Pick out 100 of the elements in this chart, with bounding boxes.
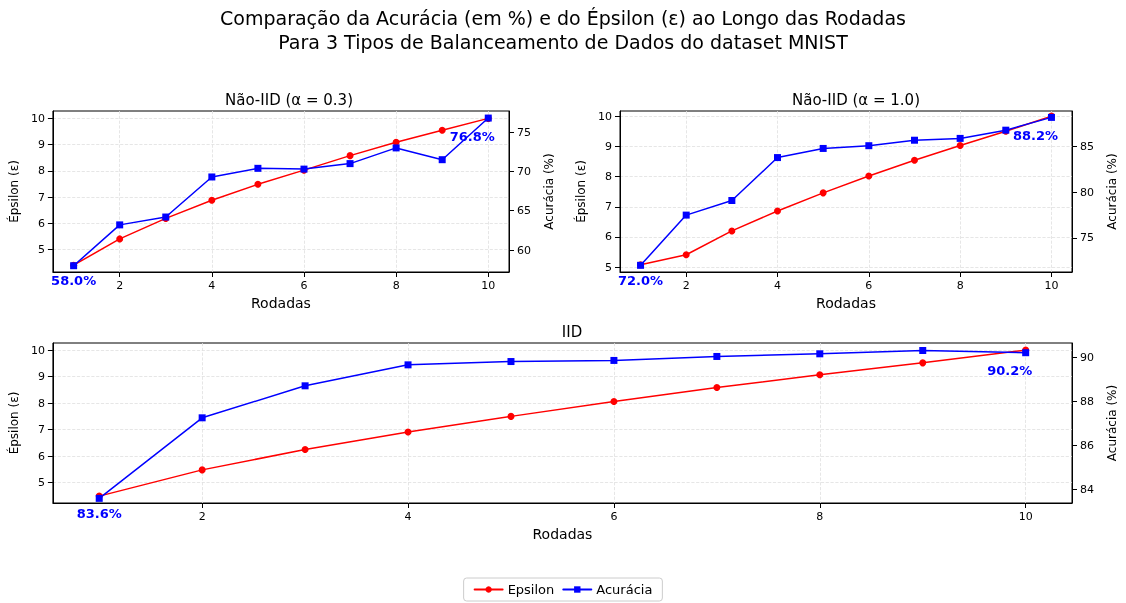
- y-tick-label: 6: [37, 216, 45, 230]
- x-tick-label: 2: [682, 279, 690, 292]
- legend-label: Epsilon: [507, 582, 555, 597]
- x-tick-label: 10: [1018, 510, 1033, 523]
- point: [208, 196, 216, 204]
- point: [774, 207, 782, 215]
- chart-title: Não-IID (α = 1.0): [792, 90, 920, 109]
- point: [438, 126, 446, 134]
- point: [819, 189, 827, 197]
- x-tick-label: 2: [198, 510, 206, 523]
- y-axis-title: Épsilon (ε): [6, 391, 21, 455]
- y2-axis-title: Acurácia (%): [542, 153, 556, 230]
- point: [254, 164, 262, 172]
- point: [816, 371, 824, 379]
- point: [956, 134, 964, 142]
- y-tick-label: 9: [605, 139, 612, 153]
- point: [198, 414, 206, 422]
- y-axis-title: Épsilon (ε): [573, 160, 589, 223]
- point: [116, 221, 124, 229]
- y2-tick-label: 80: [1080, 185, 1094, 199]
- point: [728, 227, 736, 235]
- data-label: 83.6%: [76, 505, 122, 521]
- point: [610, 356, 618, 364]
- y-tick-label: 9: [37, 370, 45, 384]
- point: [507, 412, 515, 420]
- point: [438, 156, 446, 164]
- x-tick-label: 4: [774, 279, 782, 292]
- point: [956, 141, 964, 149]
- y-tick-label: 7: [605, 200, 612, 214]
- data-label: 72.0%: [617, 272, 664, 288]
- point: [116, 235, 124, 243]
- y2-tick-label: 84: [1080, 483, 1094, 497]
- y-tick-label: 5: [37, 243, 45, 257]
- y2-tick-label: 85: [1080, 140, 1094, 154]
- y-tick-label: 10: [30, 343, 45, 357]
- point: [301, 382, 309, 390]
- point: [919, 359, 927, 367]
- y-tick-label: 8: [605, 170, 612, 184]
- y-tick-label: 5: [37, 476, 45, 490]
- point: [507, 358, 515, 366]
- point: [865, 142, 873, 150]
- y2-axis-title: Acurácia (%): [1105, 384, 1119, 462]
- y-tick-label: 7: [37, 190, 45, 204]
- data-label: 90.2%: [987, 363, 1033, 379]
- x-tick-label: 2: [116, 279, 124, 292]
- y-tick-label: 9: [37, 138, 45, 152]
- x-tick-label: 4: [208, 279, 216, 292]
- point: [910, 136, 918, 144]
- point: [713, 352, 721, 360]
- y-tick-label: 6: [605, 230, 612, 244]
- point: [404, 361, 412, 369]
- y-tick-label: 8: [37, 396, 45, 410]
- point: [610, 398, 618, 406]
- point: [919, 347, 927, 354]
- y2-tick-label: 75: [517, 125, 531, 139]
- point: [774, 154, 782, 162]
- point: [819, 144, 827, 152]
- x-tick-label: 10: [1044, 279, 1059, 292]
- y2-tick-label: 60: [517, 243, 531, 257]
- y2-tick-label: 90: [1080, 350, 1094, 364]
- y2-tick-label: 65: [517, 204, 531, 218]
- x-tick-label: 10: [481, 279, 496, 292]
- y-tick-label: 10: [598, 109, 612, 123]
- y2-tick-label: 86: [1080, 438, 1094, 452]
- x-tick-label: 8: [816, 510, 824, 523]
- y-tick-label: 8: [37, 164, 45, 178]
- y-tick-label: 5: [605, 260, 612, 274]
- point: [346, 160, 354, 168]
- point: [713, 384, 721, 391]
- y2-axis-title: Acurácia (%): [1105, 153, 1119, 230]
- point: [392, 144, 400, 152]
- y-tick-label: 7: [37, 423, 45, 437]
- point: [198, 466, 206, 474]
- text: Comparação da Acurácia (em %) e do Épsilon (ε) ao Longo das Rodadas Para 3 Tipos de Balanceamento de Dados do dataset MNIST: [219, 6, 907, 54]
- point: [865, 172, 873, 180]
- x-tick-label: 8: [392, 279, 400, 292]
- y-tick-label: 6: [37, 449, 45, 463]
- x-axis-title: Rodadas: [816, 294, 876, 311]
- chart-title: Não-IID (α = 0.3): [225, 90, 353, 109]
- y2-tick-label: 88: [1080, 394, 1094, 408]
- point: [816, 350, 824, 358]
- chart-title: IID: [561, 322, 583, 341]
- y-tick-label: 10: [30, 111, 45, 125]
- point: [682, 211, 690, 219]
- x-axis-title: Rodadas: [251, 294, 311, 311]
- data-label: 88.2%: [1012, 127, 1059, 143]
- legend-label: Acurácia: [596, 582, 653, 597]
- y2-tick-label: 70: [517, 164, 531, 178]
- y2-tick-label: 75: [1080, 231, 1094, 245]
- point: [682, 251, 690, 259]
- x-tick-label: 6: [865, 279, 873, 292]
- x-tick-label: 6: [300, 279, 308, 292]
- x-axis-title: Rodadas: [532, 525, 593, 542]
- x-tick-label: 8: [956, 279, 964, 292]
- point: [254, 180, 262, 188]
- point: [301, 445, 309, 453]
- point: [728, 197, 736, 204]
- x-tick-label: 4: [404, 510, 412, 523]
- point: [208, 173, 216, 181]
- y-axis-title: Épsilon (ε): [6, 160, 21, 223]
